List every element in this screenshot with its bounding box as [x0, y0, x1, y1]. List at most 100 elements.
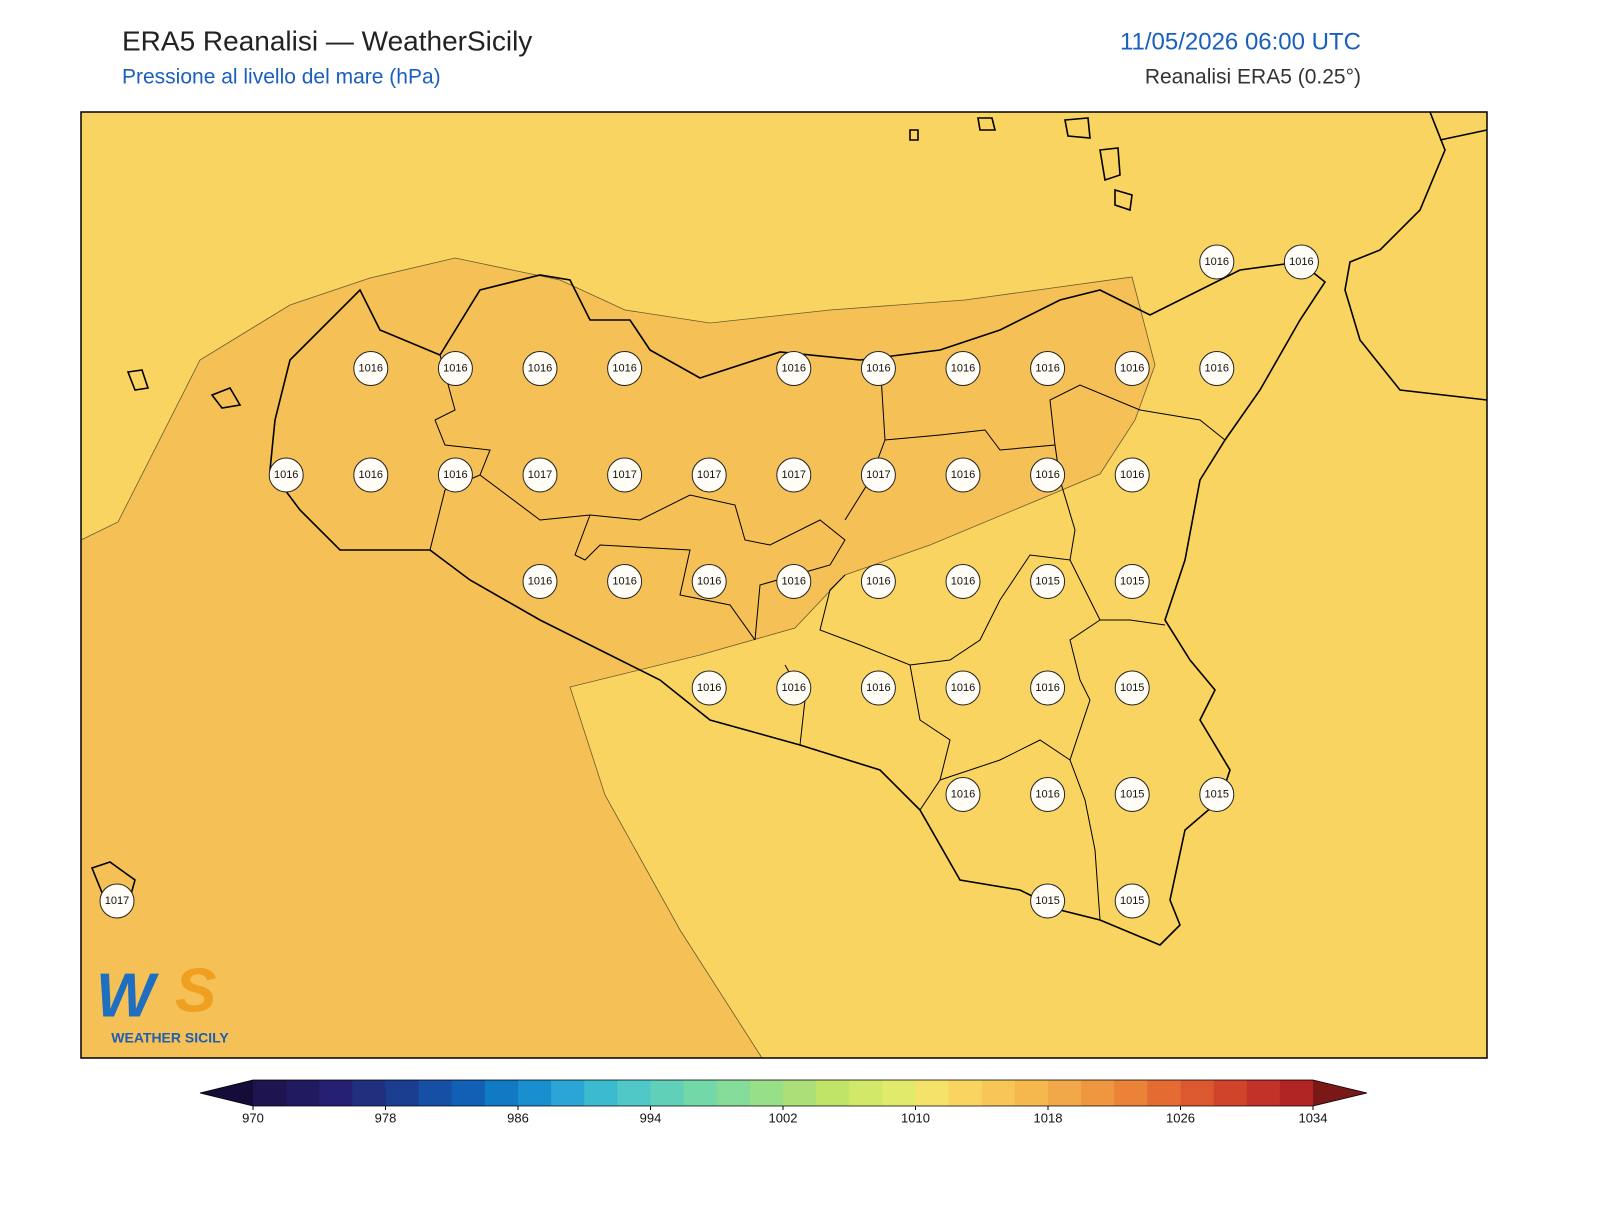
colorbar-box: [451, 1080, 486, 1106]
station-marker: [522, 457, 558, 493]
station-marker: [1199, 244, 1235, 280]
station-marker: [1199, 777, 1235, 812]
contour-1017: [80, 257, 1156, 1059]
station-value: 1016: [1035, 788, 1059, 800]
station-marker: [945, 670, 981, 706]
station-marker: [945, 564, 981, 599]
colorbar-box: [749, 1080, 784, 1106]
station-marker: [522, 351, 558, 386]
station-marker: [99, 883, 135, 919]
station-marker: [607, 564, 643, 599]
station-value: 1016: [951, 469, 975, 481]
station-value: 1016: [1035, 362, 1059, 374]
station-marker: [691, 670, 727, 706]
station-marker: [437, 457, 473, 493]
colorbar-box: [915, 1080, 950, 1106]
station-value: 1015: [1120, 575, 1144, 587]
station-value: 1015: [1120, 895, 1144, 907]
station-marker: [1114, 351, 1150, 386]
station-marker: [691, 564, 727, 599]
station-marker: [607, 351, 643, 386]
colorbar-box: [584, 1080, 618, 1106]
station-value: 1016: [697, 575, 721, 587]
title: ERA5 Reanalisi — WeatherSicily: [122, 25, 532, 56]
station-value: 1016: [443, 362, 467, 374]
station-value: 1016: [866, 682, 890, 694]
colorbar-box: [683, 1080, 718, 1106]
station-marker: [691, 457, 727, 493]
colorbar-box: [1114, 1080, 1148, 1106]
station-marker: [1199, 351, 1235, 386]
station-value: 1015: [1035, 575, 1059, 587]
station-value: 1016: [697, 682, 721, 694]
colorbar-box: [1246, 1080, 1281, 1106]
colorbar-box: [352, 1080, 386, 1106]
source: Reanalisi ERA5 (0.25°): [1145, 66, 1361, 89]
colorbar-tick-label: 1034: [1299, 1110, 1328, 1125]
station-value: 1017: [105, 895, 129, 907]
colorbar-tick-label: 978: [375, 1110, 397, 1125]
station-value: 1016: [612, 362, 636, 374]
station-value: 1016: [1120, 362, 1144, 374]
station-marker: [1030, 457, 1066, 493]
station-value: 1016: [359, 469, 383, 481]
colorbar-box: [783, 1080, 817, 1106]
colorbar-box: [1014, 1080, 1049, 1106]
station-value: 1016: [1120, 469, 1144, 481]
logo-text: WEATHER SICILY: [111, 1030, 229, 1046]
colorbar-box: [1081, 1080, 1115, 1106]
colorbar-tick-label: 994: [640, 1110, 662, 1125]
station-marker: [1030, 564, 1066, 599]
colorbar-box: [319, 1080, 353, 1106]
station-marker: [1030, 670, 1066, 706]
station-marker: [860, 564, 896, 599]
station-value: 1017: [782, 469, 806, 481]
station-value: 1015: [1205, 788, 1229, 800]
colorbar-tick-label: 1002: [769, 1110, 798, 1125]
station-marker: [776, 457, 812, 493]
logo-mark: W: [96, 961, 159, 1030]
station-value: 1015: [1120, 682, 1144, 694]
station-marker: [522, 564, 558, 599]
station-value: 1017: [697, 469, 721, 481]
station-marker: [776, 351, 812, 386]
station-marker: [945, 457, 981, 493]
station-marker: [776, 564, 812, 599]
colorbar-box: [1147, 1080, 1181, 1106]
station-marker: [860, 351, 896, 386]
station-value: 1016: [782, 575, 806, 587]
stations: 1016 1016 1016 1016 1016 1016 1016 1016 1016 1016…: [99, 244, 1319, 919]
station-marker: [607, 457, 643, 493]
colorbar-over: [1313, 1080, 1367, 1106]
station-marker: [1114, 777, 1150, 812]
station-marker: [1030, 351, 1066, 386]
station-value: 1016: [274, 469, 298, 481]
station-value: 1015: [1035, 895, 1059, 907]
colorbar-box: [617, 1080, 651, 1106]
colorbar-box: [882, 1080, 916, 1106]
colorbar-box: [253, 1080, 287, 1106]
map: 1016 1016 1016 1016 1016 1016 1016 1016 1016 1016…: [80, 111, 1488, 1059]
colorbar-tick-label: 1010: [901, 1110, 930, 1125]
colorbar-box: [981, 1080, 1016, 1106]
station-value: 1016: [782, 362, 806, 374]
station-value: 1016: [951, 788, 975, 800]
station-value: 1016: [1205, 362, 1229, 374]
station-marker: [860, 670, 896, 706]
colorbar-box: [650, 1080, 685, 1106]
colorbar-box: [816, 1080, 850, 1106]
station-value: 1016: [1035, 469, 1059, 481]
station-marker: [1114, 457, 1150, 493]
station-marker: [437, 351, 473, 386]
colorbar-box: [418, 1080, 453, 1106]
station-value: 1016: [1205, 256, 1229, 268]
station-marker: [353, 351, 389, 386]
station-marker: [945, 777, 981, 812]
colorbar-box: [1048, 1080, 1082, 1106]
station-value: 1016: [866, 362, 890, 374]
station-marker: [353, 457, 389, 493]
colorbar-tick-label: 1018: [1034, 1110, 1063, 1125]
station-value: 1016: [1289, 256, 1313, 268]
colorbar-box: [1180, 1080, 1215, 1106]
